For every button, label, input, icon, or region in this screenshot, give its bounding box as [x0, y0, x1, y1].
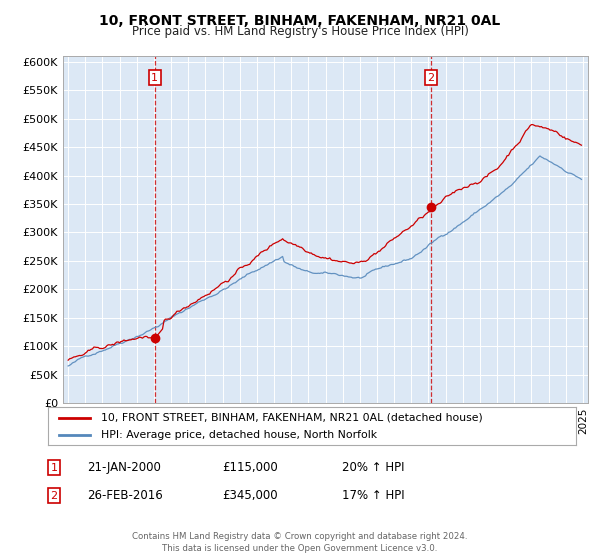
- Text: Price paid vs. HM Land Registry's House Price Index (HPI): Price paid vs. HM Land Registry's House …: [131, 25, 469, 38]
- Text: 1: 1: [151, 73, 158, 83]
- Text: 20% ↑ HPI: 20% ↑ HPI: [342, 461, 404, 474]
- Text: 26-FEB-2016: 26-FEB-2016: [87, 489, 163, 502]
- Text: 10, FRONT STREET, BINHAM, FAKENHAM, NR21 0AL (detached house): 10, FRONT STREET, BINHAM, FAKENHAM, NR21…: [101, 413, 482, 423]
- Text: 2: 2: [427, 73, 434, 83]
- Text: HPI: Average price, detached house, North Norfolk: HPI: Average price, detached house, Nort…: [101, 430, 377, 440]
- Text: £345,000: £345,000: [222, 489, 278, 502]
- Text: 17% ↑ HPI: 17% ↑ HPI: [342, 489, 404, 502]
- Text: Contains HM Land Registry data © Crown copyright and database right 2024.
This d: Contains HM Land Registry data © Crown c…: [132, 533, 468, 553]
- Text: 21-JAN-2000: 21-JAN-2000: [87, 461, 161, 474]
- Text: 10, FRONT STREET, BINHAM, FAKENHAM, NR21 0AL: 10, FRONT STREET, BINHAM, FAKENHAM, NR21…: [100, 14, 500, 28]
- Text: 2: 2: [50, 491, 58, 501]
- Text: 1: 1: [50, 463, 58, 473]
- Text: £115,000: £115,000: [222, 461, 278, 474]
